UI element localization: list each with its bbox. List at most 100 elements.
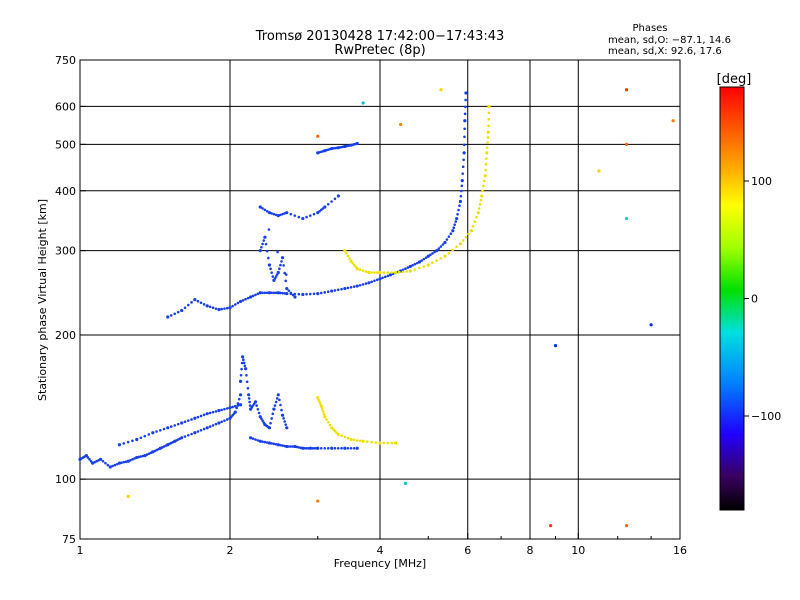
data-point xyxy=(289,445,293,448)
data-point xyxy=(104,461,107,465)
data-point xyxy=(186,419,190,422)
data-point xyxy=(287,445,291,448)
data-point xyxy=(461,239,465,242)
data-point xyxy=(417,266,421,270)
data-point xyxy=(126,459,130,463)
data-point xyxy=(274,275,278,278)
data-point xyxy=(214,422,218,426)
data-point xyxy=(289,291,293,295)
data-point xyxy=(460,184,464,188)
data-point xyxy=(282,264,285,267)
data-point xyxy=(231,304,234,308)
data-point xyxy=(401,268,405,272)
data-point xyxy=(295,445,299,449)
data-point xyxy=(343,249,347,253)
data-point xyxy=(649,323,653,327)
data-point xyxy=(487,104,491,109)
data-point xyxy=(186,433,190,437)
data-point xyxy=(486,130,490,134)
data-point xyxy=(624,216,629,221)
data-point xyxy=(285,286,289,291)
data-point xyxy=(463,127,466,131)
data-point xyxy=(240,361,244,365)
data-point xyxy=(237,397,241,401)
data-point xyxy=(310,446,314,450)
data-point xyxy=(437,247,441,250)
data-point xyxy=(483,174,487,178)
data-point xyxy=(205,304,209,308)
data-point xyxy=(280,413,285,417)
data-point xyxy=(330,289,334,293)
data-point xyxy=(193,416,197,420)
data-point xyxy=(255,404,258,407)
data-point xyxy=(274,291,278,295)
data-point xyxy=(333,197,337,201)
data-point xyxy=(671,119,675,123)
data-point xyxy=(233,303,237,306)
data-point xyxy=(390,441,394,445)
data-point xyxy=(251,294,255,298)
data-point xyxy=(275,397,279,400)
data-point xyxy=(340,287,343,291)
data-point xyxy=(265,291,269,295)
data-point xyxy=(301,446,305,450)
data-point xyxy=(196,430,200,433)
data-point xyxy=(323,415,327,419)
data-point xyxy=(463,119,467,123)
data-point xyxy=(205,426,209,430)
data-point xyxy=(196,415,200,419)
data-point xyxy=(484,168,487,172)
data-point xyxy=(464,105,467,109)
data-point xyxy=(413,262,417,266)
data-point xyxy=(318,209,321,213)
data-point xyxy=(155,430,158,433)
data-point xyxy=(84,453,88,458)
grid-lines xyxy=(80,60,680,539)
data-point xyxy=(265,209,269,213)
data-point xyxy=(351,261,354,265)
data-point xyxy=(485,157,488,160)
x-tick-label: 10 xyxy=(571,544,585,557)
y-tick-label: 200 xyxy=(55,329,76,342)
data-point xyxy=(452,226,456,230)
data-point xyxy=(270,212,273,215)
data-point xyxy=(486,141,489,144)
data-point xyxy=(199,301,203,305)
data-point xyxy=(352,285,356,288)
data-point xyxy=(276,270,280,275)
data-point xyxy=(253,400,258,404)
data-point xyxy=(281,212,284,216)
data-point xyxy=(349,286,353,289)
data-point xyxy=(312,212,316,216)
data-point xyxy=(462,158,465,162)
data-point xyxy=(193,298,197,302)
data-point xyxy=(355,439,359,442)
data-point xyxy=(115,462,119,466)
data-point xyxy=(330,200,333,203)
data-point xyxy=(429,253,432,257)
data-point xyxy=(394,270,398,275)
data-point xyxy=(378,441,382,445)
data-point xyxy=(239,373,243,377)
data-point xyxy=(460,189,463,193)
data-point xyxy=(388,273,393,277)
data-point xyxy=(254,438,257,441)
data-point xyxy=(346,436,350,440)
data-point xyxy=(211,306,215,310)
data-point xyxy=(330,446,334,450)
data-point xyxy=(238,379,243,383)
data-point xyxy=(257,411,261,415)
data-point xyxy=(249,295,253,299)
data-point xyxy=(355,446,359,450)
data-point xyxy=(597,169,601,173)
data-point xyxy=(394,441,398,445)
data-point xyxy=(260,245,263,249)
data-point xyxy=(352,446,356,450)
data-point xyxy=(202,303,206,306)
data-point xyxy=(183,420,187,424)
data-point xyxy=(456,212,459,216)
data-point xyxy=(93,460,96,464)
data-point xyxy=(236,404,240,407)
data-point xyxy=(276,291,280,295)
data-point xyxy=(278,267,281,271)
